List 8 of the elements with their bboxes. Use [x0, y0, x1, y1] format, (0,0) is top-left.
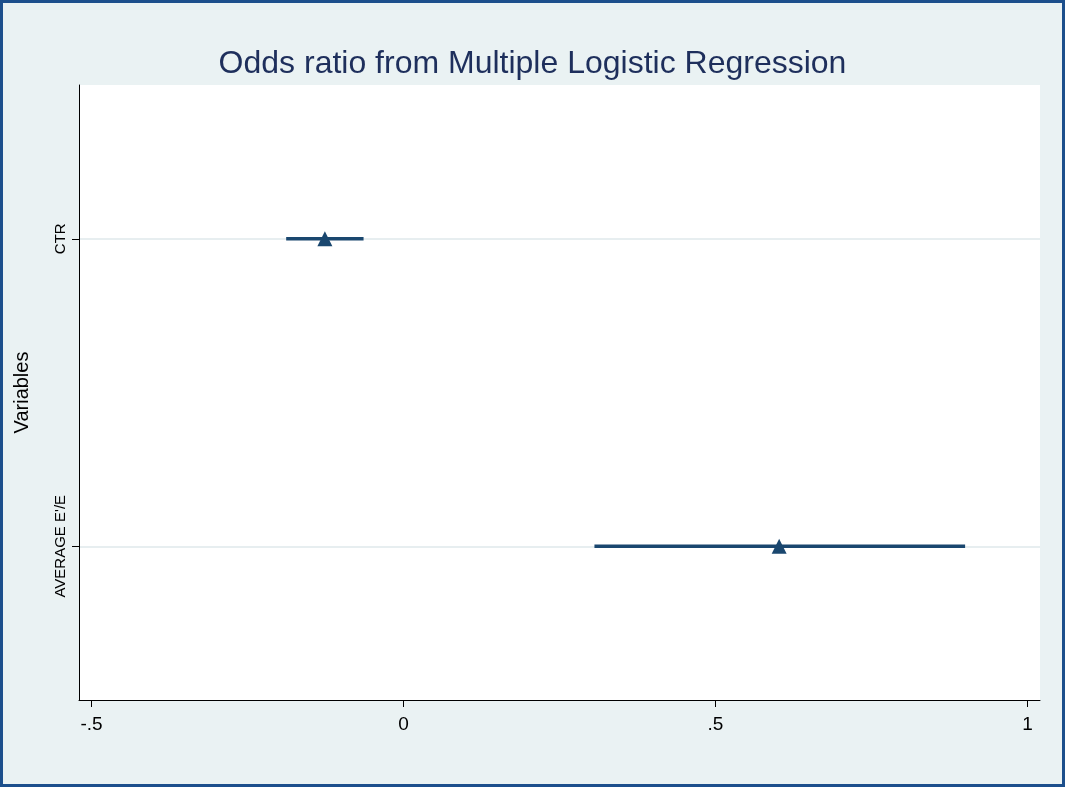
- x-tick-label: .5: [707, 713, 724, 734]
- y-tick-label: AVERAGE E'/E: [51, 494, 68, 598]
- x-tick-label: 1: [1022, 713, 1033, 734]
- chart-title: Odds ratio from Multiple Logistic Regression: [218, 44, 847, 80]
- y-axis-title: Variables: [10, 351, 32, 434]
- x-tick-label: -.5: [80, 713, 103, 734]
- y-tick-label: CTR: [51, 223, 68, 255]
- x-tick-label: 0: [398, 713, 409, 734]
